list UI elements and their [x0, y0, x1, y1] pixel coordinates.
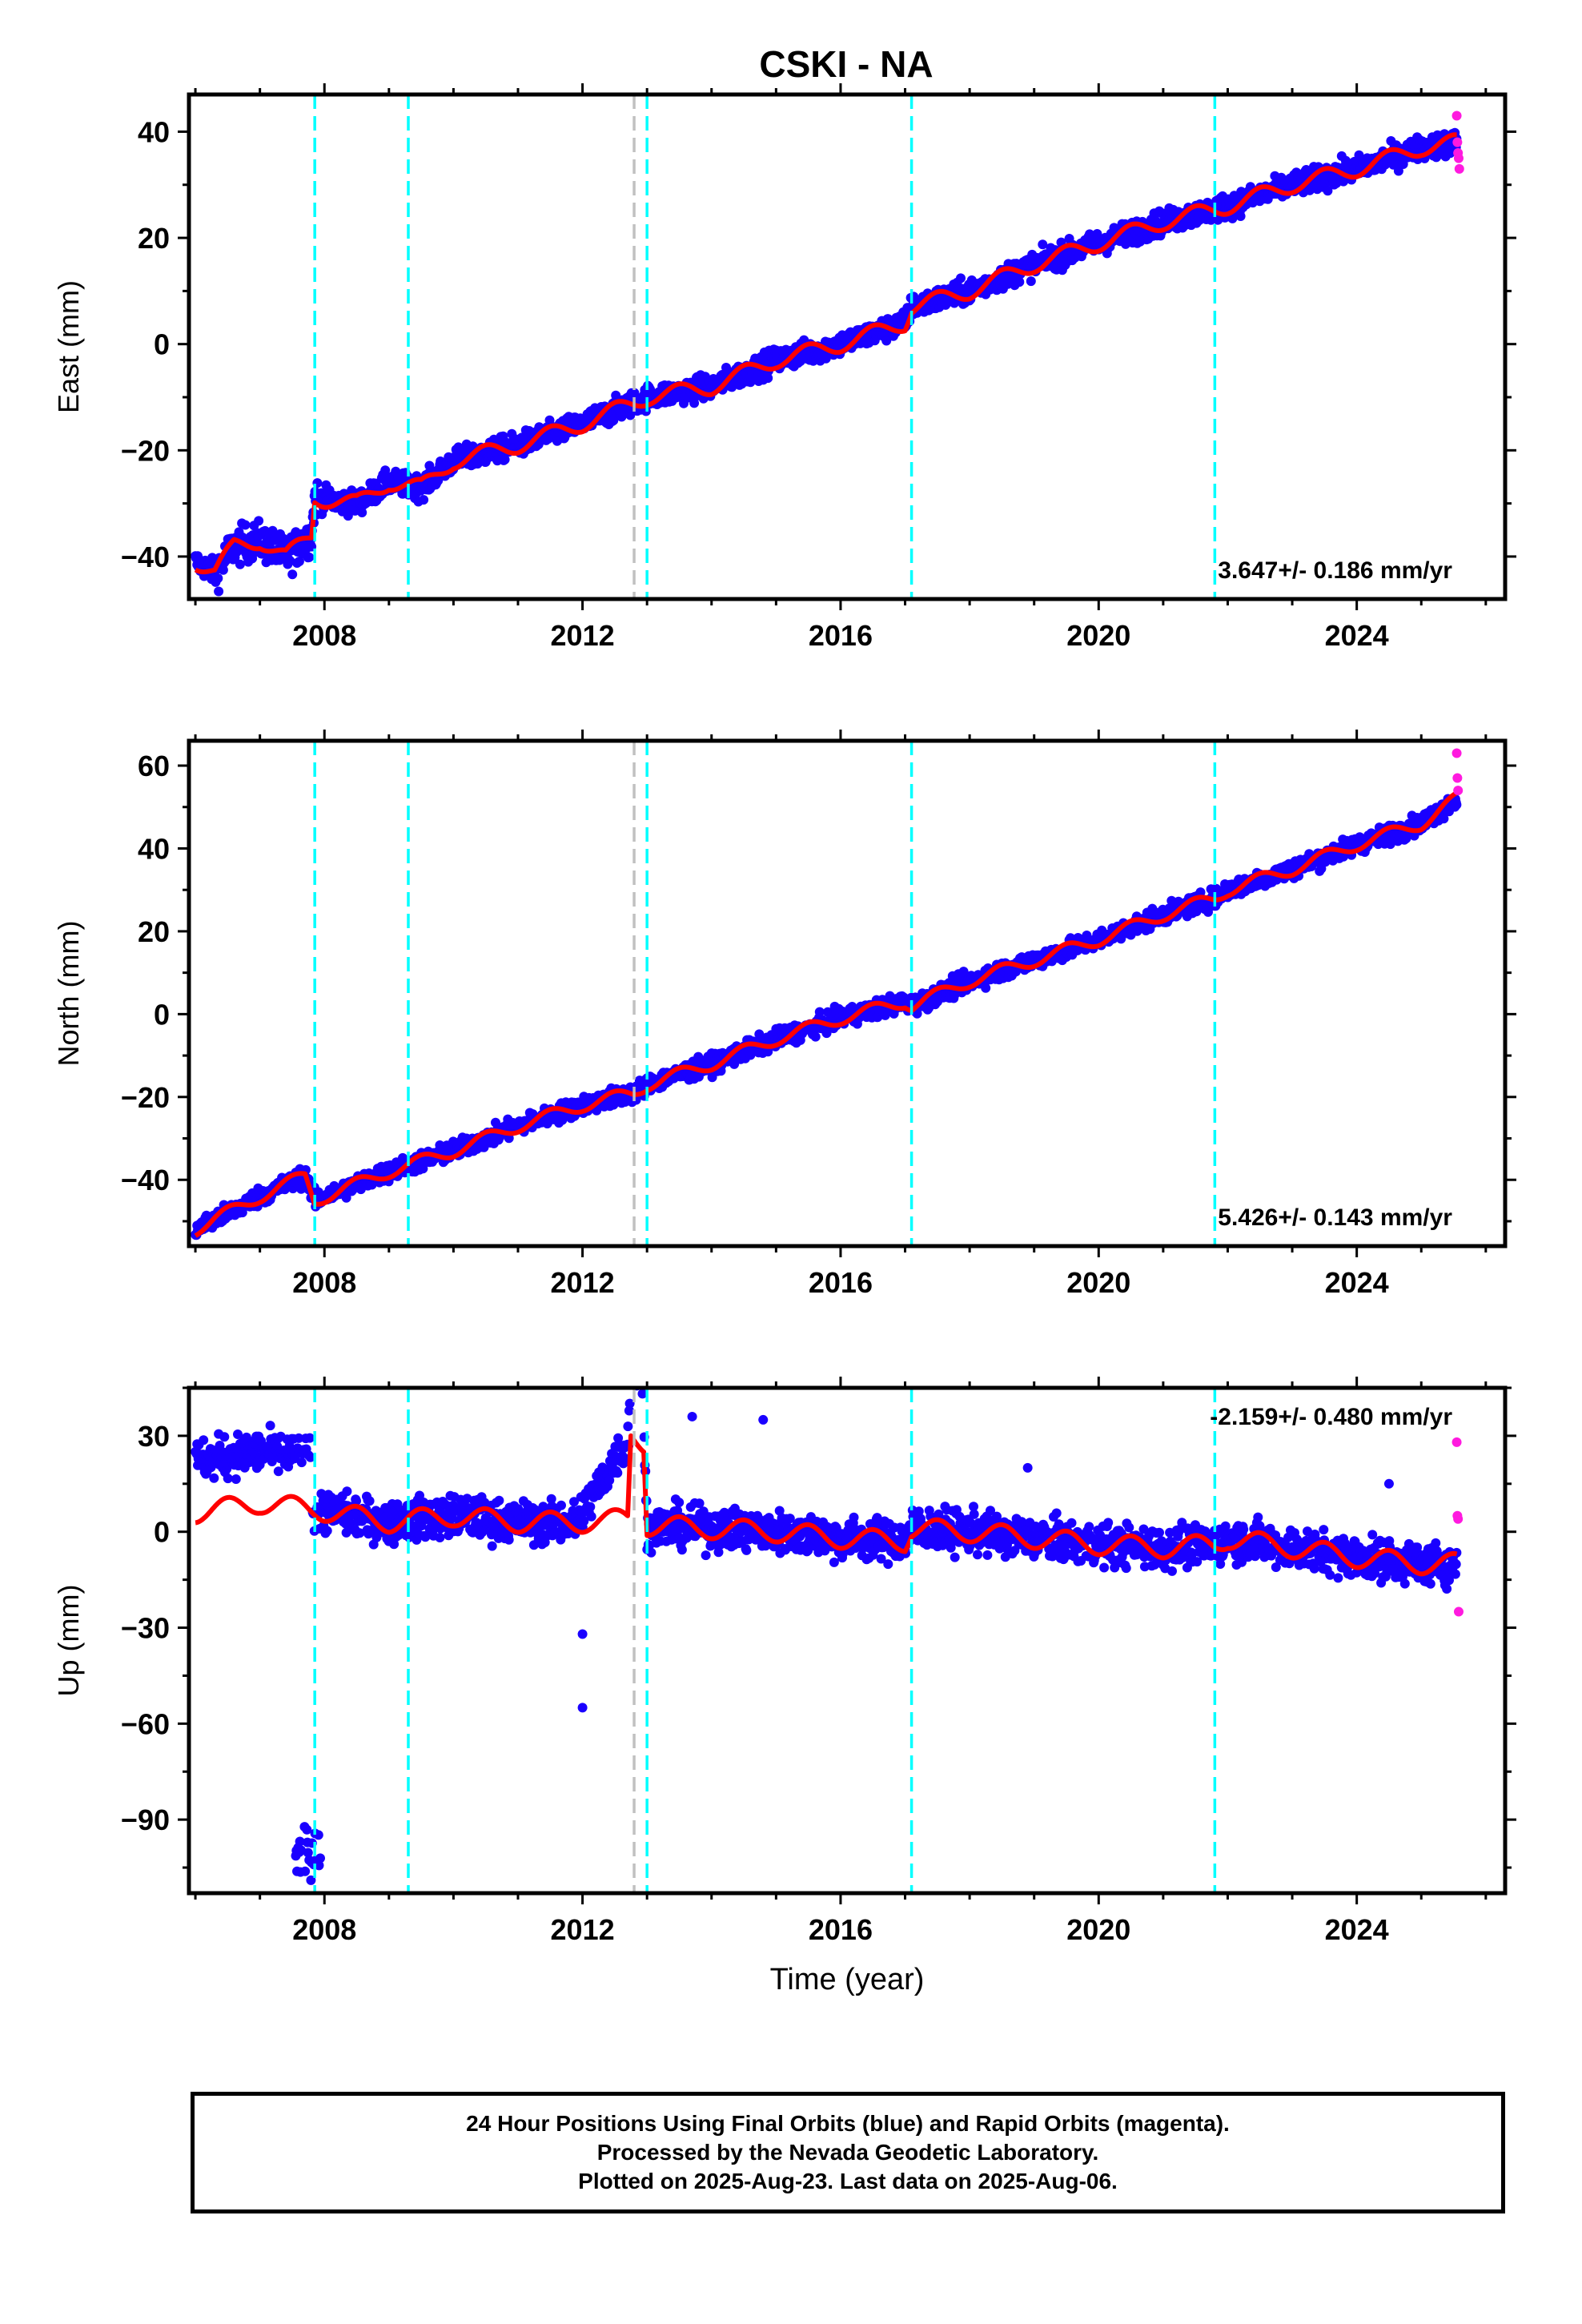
x-tick-label: 2024: [1325, 619, 1389, 652]
x-tick-label: 2008: [292, 1266, 356, 1299]
rate-label: 5.426+/- 0.143 mm/yr: [1218, 1204, 1452, 1231]
data-point: [235, 559, 245, 569]
data-point: [219, 1432, 230, 1442]
data-point: [300, 1866, 311, 1876]
y-axis-label: East (mm): [52, 280, 85, 413]
rapid-point: [1454, 163, 1464, 174]
data-point: [302, 1824, 312, 1835]
y-tick-label: 40: [138, 115, 170, 148]
data-point: [1014, 277, 1025, 287]
data-point: [322, 1526, 332, 1536]
data-point: [213, 573, 223, 584]
data-point: [1323, 186, 1333, 196]
data-point: [956, 273, 966, 283]
data-point: [304, 552, 315, 562]
data-point: [287, 569, 298, 580]
data-point: [254, 516, 264, 526]
data-point: [380, 465, 391, 476]
data-point: [315, 1853, 325, 1864]
data-point: [273, 1466, 283, 1477]
data-point: [294, 557, 304, 566]
rapid-point: [1452, 773, 1463, 783]
rapid-orbit-points: [1452, 748, 1464, 796]
data-point: [265, 1421, 275, 1431]
plot-area: [191, 1388, 1464, 1893]
y-tick-label: 0: [154, 328, 170, 361]
data-point: [1452, 799, 1462, 810]
x-tick-label: 2012: [551, 619, 615, 652]
data-point: [304, 1433, 315, 1443]
y-axis-label: North (mm): [52, 921, 85, 1067]
y-tick-label: 20: [138, 222, 170, 255]
data-point: [810, 1031, 821, 1042]
data-point: [419, 495, 429, 505]
data-point: [1235, 211, 1246, 221]
rapid-point: [1452, 748, 1462, 758]
rapid-point: [1453, 153, 1464, 163]
rapid-point: [1453, 786, 1464, 796]
y-tick-label: −40: [121, 541, 170, 573]
x-tick-label: 2008: [292, 619, 356, 652]
data-point: [608, 416, 619, 425]
data-point: [231, 1474, 241, 1484]
data-point: [267, 525, 278, 536]
y-tick-label: 60: [138, 750, 170, 782]
data-point: [500, 454, 510, 464]
data-point: [240, 520, 251, 530]
x-tick-label: 2016: [809, 619, 873, 652]
panel-north: 2008 2012 2016 2020 2024 −40 −20 0 20 40 60 North (…: [52, 730, 1516, 1299]
data-point: [1038, 239, 1048, 250]
final-orbit-points: [191, 127, 1462, 597]
x-tick-label: 2020: [1066, 1266, 1130, 1299]
x-tick-label: 2020: [1066, 619, 1130, 652]
y-tick-label: 40: [138, 832, 170, 865]
rapid-orbit-points: [1452, 111, 1464, 174]
y-tick-label: 0: [154, 998, 170, 1031]
data-point: [435, 1533, 445, 1542]
rapid-point: [1452, 111, 1462, 121]
data-point: [218, 565, 228, 575]
panels: 2008 2012 2016 2020 2024 −40 −20 0 20 40 East (mm)…: [52, 83, 1516, 1996]
data-point: [1393, 166, 1403, 176]
data-point: [209, 1473, 219, 1483]
x-tick-label: 2012: [551, 1266, 615, 1299]
data-point: [1026, 276, 1036, 287]
x-tick-label: 2016: [809, 1266, 873, 1299]
y-tick-label: 20: [138, 915, 170, 948]
data-point: [342, 1486, 352, 1497]
rate-label: 3.647+/- 0.186 mm/yr: [1218, 557, 1452, 584]
data-point: [296, 1458, 307, 1468]
data-point: [1227, 213, 1238, 223]
data-point: [214, 586, 224, 597]
final-orbit-points: [191, 794, 1462, 1240]
panel-east: 2008 2012 2016 2020 2024 −40 −20 0 20 40 East (mm)…: [52, 83, 1516, 652]
plot-frame: [187, 92, 1508, 601]
data-point: [364, 1496, 375, 1506]
plot-area: [191, 741, 1464, 1246]
x-tick-label: 2024: [1325, 1266, 1389, 1299]
rapid-point: [1452, 137, 1463, 147]
model-fit-line: [193, 132, 1459, 575]
data-point: [763, 373, 773, 384]
chart-title: CSKI - NA: [759, 43, 933, 85]
data-point: [237, 1208, 247, 1218]
y-tick-label: −20: [121, 434, 170, 467]
data-point: [981, 983, 991, 993]
data-point: [199, 1435, 209, 1445]
y-tick-label: −20: [121, 1081, 170, 1114]
y-tick-label: −40: [121, 1164, 170, 1196]
plot-area: [191, 94, 1464, 599]
